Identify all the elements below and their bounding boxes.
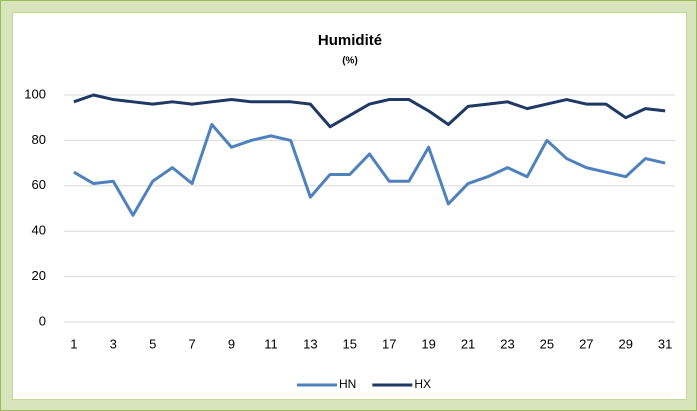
x-tick-label: 25 bbox=[540, 336, 554, 351]
x-tick-label: 9 bbox=[228, 336, 235, 351]
legend-label: HN bbox=[339, 377, 356, 391]
x-tick-label: 31 bbox=[658, 336, 672, 351]
chart-subtitle: (%) bbox=[342, 56, 358, 67]
x-tick-label: 7 bbox=[188, 336, 195, 351]
y-tick-label: 40 bbox=[32, 223, 46, 238]
y-tick-label: 20 bbox=[32, 268, 46, 283]
x-tick-label: 13 bbox=[303, 336, 317, 351]
legend-label: HX bbox=[414, 377, 431, 391]
x-tick-label: 17 bbox=[382, 336, 396, 351]
x-tick-label: 27 bbox=[579, 336, 593, 351]
y-tick-label: 60 bbox=[32, 177, 46, 192]
x-tick-label: 11 bbox=[264, 336, 278, 351]
x-tick-label: 29 bbox=[618, 336, 632, 351]
y-tick-label: 100 bbox=[24, 86, 46, 101]
y-tick-label: 0 bbox=[39, 313, 46, 328]
series-line bbox=[73, 93, 666, 129]
chart-title: Humidité bbox=[318, 32, 382, 49]
chart-area bbox=[12, 12, 687, 400]
x-tick-label: 5 bbox=[149, 336, 156, 351]
x-tick-label: 3 bbox=[110, 336, 117, 351]
series-line bbox=[73, 123, 666, 217]
x-tick-label: 15 bbox=[343, 336, 357, 351]
y-tick-label: 80 bbox=[32, 132, 46, 147]
x-tick-label: 23 bbox=[500, 336, 514, 351]
x-tick-label: 19 bbox=[421, 336, 435, 351]
x-tick-label: 21 bbox=[461, 336, 475, 351]
x-tick-label: 1 bbox=[70, 336, 77, 351]
